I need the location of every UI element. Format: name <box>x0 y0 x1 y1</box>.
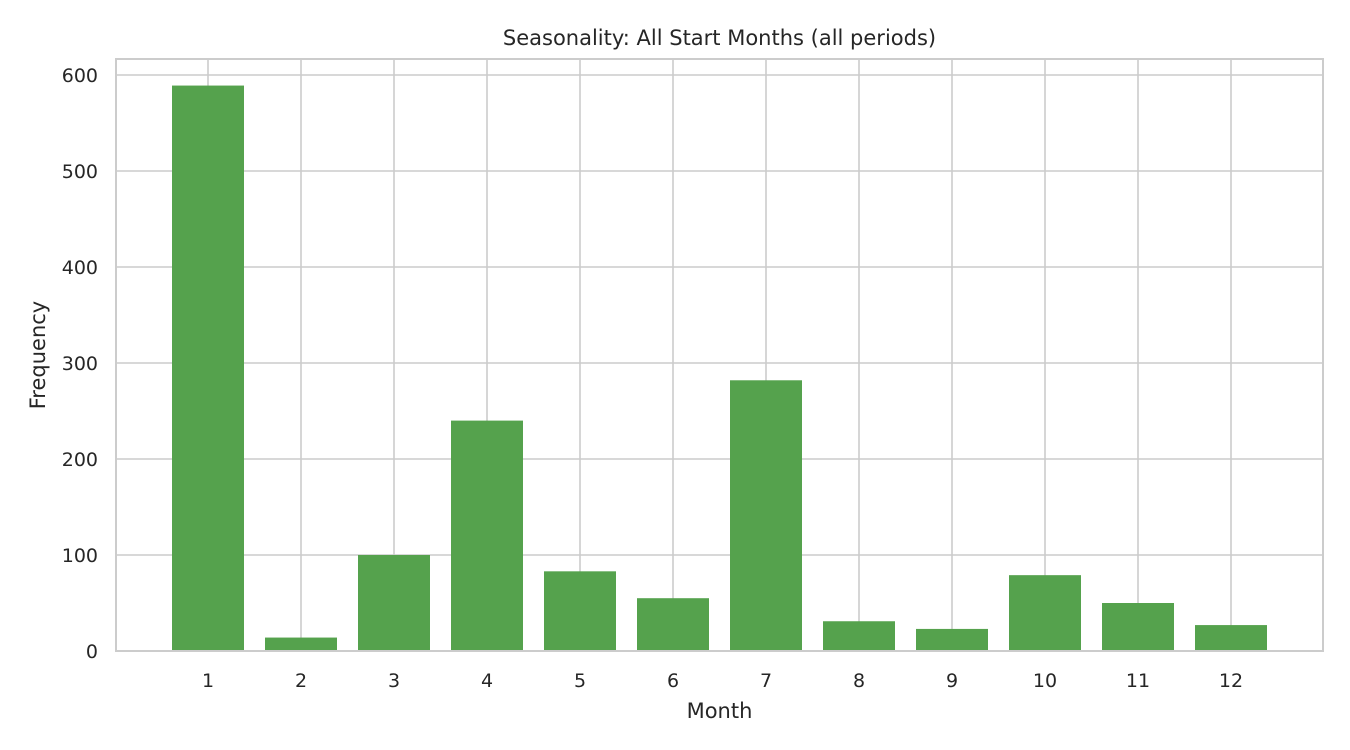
chart-title: Seasonality: All Start Months (all perio… <box>503 26 936 50</box>
x-axis-label: Month <box>687 699 753 723</box>
x-tick-label-1: 1 <box>202 670 214 692</box>
x-tick-label-4: 4 <box>481 670 493 692</box>
x-tick-label-12: 12 <box>1219 670 1243 692</box>
x-tick-label-6: 6 <box>667 670 679 692</box>
y-tick-label-100: 100 <box>62 545 98 567</box>
y-tick-label-600: 600 <box>62 65 98 87</box>
x-tick-label-2: 2 <box>295 670 307 692</box>
plot-frame <box>115 58 1324 652</box>
bar-month-12 <box>1195 625 1267 651</box>
y-tick-labels: 0 100 200 300 400 500 600 <box>62 65 98 663</box>
x-tick-label-9: 9 <box>946 670 958 692</box>
y-axis-label: Frequency <box>26 301 50 410</box>
x-tick-label-11: 11 <box>1126 670 1150 692</box>
plot-background <box>116 59 1323 651</box>
bar-month-2 <box>265 637 337 651</box>
bar-month-3 <box>358 555 430 651</box>
x-tick-label-3: 3 <box>388 670 400 692</box>
bar-month-10 <box>1009 575 1081 651</box>
x-tick-label-5: 5 <box>574 670 586 692</box>
bar-month-5 <box>544 571 616 651</box>
bar-month-9 <box>916 628 988 651</box>
y-tick-label-300: 300 <box>62 353 98 375</box>
bar-month-11 <box>1102 603 1174 651</box>
x-tick-label-10: 10 <box>1033 670 1057 692</box>
y-tick-label-200: 200 <box>62 449 98 471</box>
bar-month-4 <box>451 420 523 651</box>
bar-month-8 <box>823 621 895 651</box>
bar-month-1 <box>172 85 244 651</box>
bar-month-7 <box>730 380 802 651</box>
x-tick-label-8: 8 <box>853 670 865 692</box>
y-tick-label-0: 0 <box>86 641 98 663</box>
x-tick-labels: 1 2 3 4 5 6 7 8 9 10 11 12 <box>202 670 1243 692</box>
bars <box>172 85 1267 651</box>
y-tick-label-500: 500 <box>62 161 98 183</box>
bar-month-6 <box>637 598 709 651</box>
x-tick-label-7: 7 <box>760 670 772 692</box>
y-tick-label-400: 400 <box>62 257 98 279</box>
